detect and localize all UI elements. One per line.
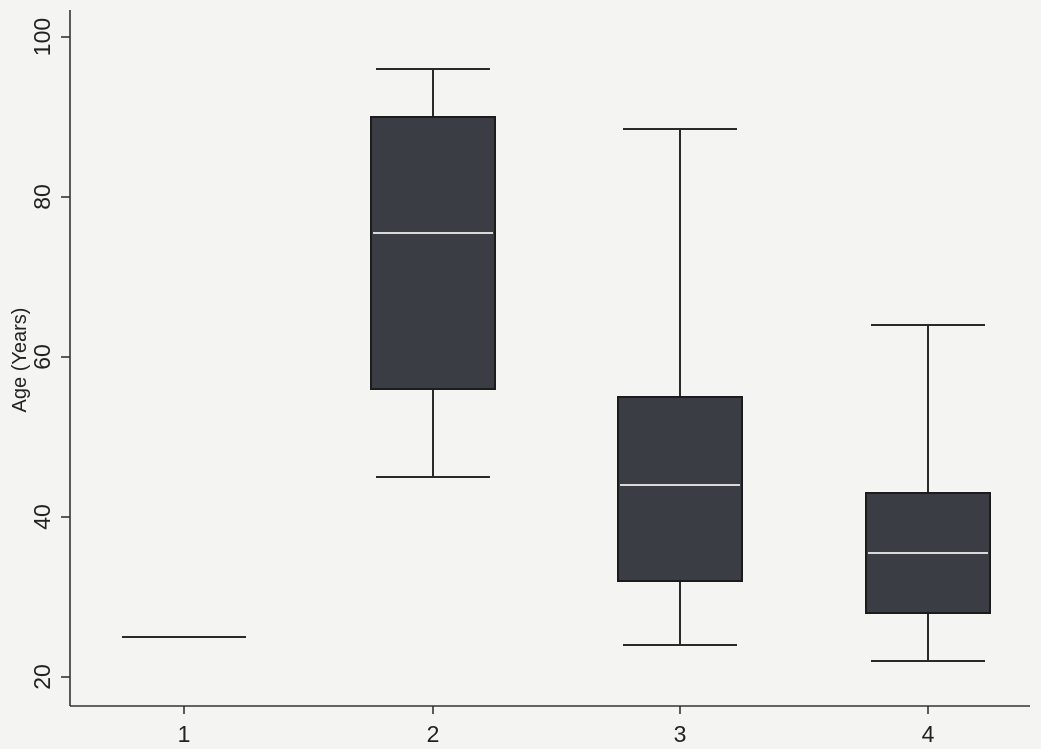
y-tick-label: 40 (29, 504, 55, 530)
y-axis-title: Age (Years) (9, 308, 31, 413)
y-axis: 20 40 60 80 100 (29, 10, 71, 706)
box-group-4 (865, 324, 991, 662)
box-group-2 (370, 68, 496, 478)
x-tick-label: 4 (922, 721, 935, 747)
iqr-box (617, 396, 743, 582)
box-group-3 (617, 128, 743, 646)
y-tick-label: 60 (29, 344, 55, 370)
x-axis: 1 2 3 4 (70, 705, 1030, 747)
y-tick-label: 20 (29, 664, 55, 690)
plot-area (122, 68, 991, 662)
iqr-box (370, 116, 496, 390)
x-tick-label: 2 (427, 721, 440, 747)
x-tick-label: 1 (178, 721, 191, 747)
y-tick-label: 80 (29, 184, 55, 210)
y-tick-label: 100 (29, 18, 55, 56)
x-tick-label: 3 (674, 721, 687, 747)
